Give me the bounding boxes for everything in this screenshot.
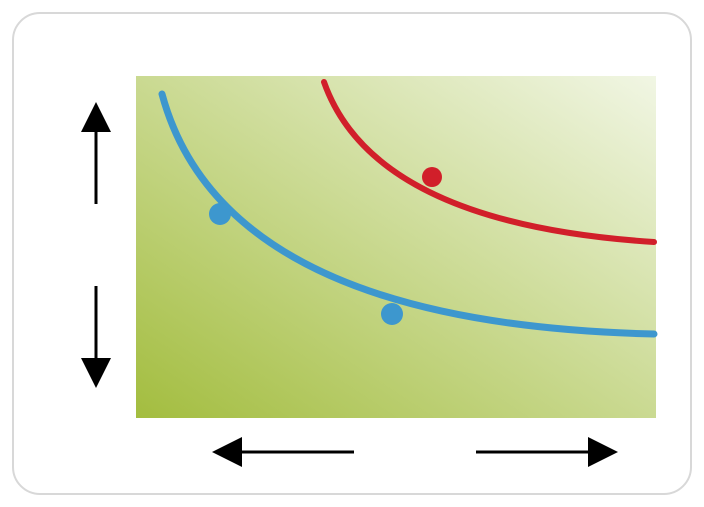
red-curve-marker	[422, 167, 442, 187]
chart-svg	[14, 14, 694, 497]
blue-curve-marker	[381, 303, 403, 325]
outer-frame	[12, 12, 692, 495]
blue-curve-marker	[209, 203, 231, 225]
chart-area	[136, 76, 656, 418]
